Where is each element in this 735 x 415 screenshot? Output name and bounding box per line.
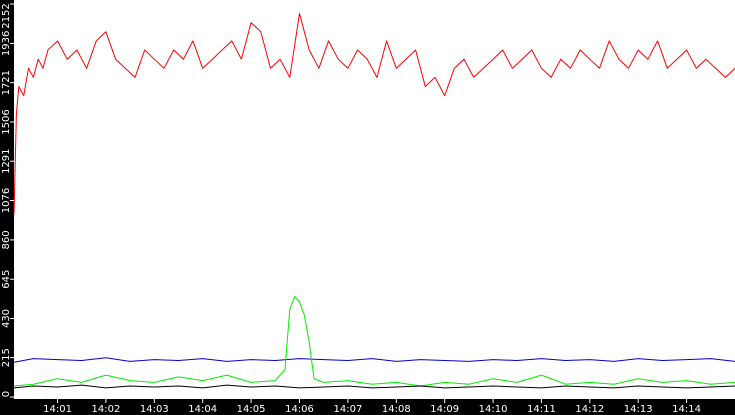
y-axis-ticks: 0 215 430 645 860 1076 1291 1506 1721 1936 2152 [1, 3, 14, 398]
x-tick-label-3: 14:04 [188, 404, 217, 415]
x-tick-label-6: 14:07 [333, 404, 362, 415]
y-tick-label-6: 1291 [1, 148, 12, 173]
y-tick-label-8: 1721 [1, 70, 12, 95]
y-tick-label-5: 1076 [1, 188, 12, 213]
series-line-4 [13, 384, 735, 389]
x-tick-label-10: 14:11 [527, 404, 556, 415]
x-tick-label-1: 14:02 [91, 404, 120, 415]
y-tick-label-10: 2152 [1, 3, 12, 28]
x-tick-label-8: 14:09 [430, 404, 459, 415]
y-axis-band [0, 0, 14, 415]
x-tick-label-4: 14:05 [237, 404, 266, 415]
x-tick-label-2: 14:03 [140, 404, 169, 415]
series-line-2 [13, 357, 735, 363]
y-tick-label-0: 0 [1, 391, 12, 397]
x-axis-band [0, 399, 735, 415]
x-tick-label-11: 14:12 [575, 404, 604, 415]
y-tick-label-1: 215 [1, 348, 12, 367]
x-tick-label-12: 14:13 [624, 404, 653, 415]
x-tick-label-7: 14:08 [382, 404, 411, 415]
y-tick-label-4: 860 [1, 230, 12, 249]
y-tick-label-2: 430 [1, 309, 12, 328]
x-tick-label-5: 14:06 [285, 404, 314, 415]
series-line-1 [13, 13, 735, 215]
y-tick-label-3: 645 [1, 270, 12, 289]
x-tick-label-13: 14:14 [672, 404, 701, 415]
x-axis-ticks: 14:01 14:02 14:03 14:04 14:05 14:06 14:07 14:08… [43, 399, 701, 415]
series-line-3 [13, 296, 735, 387]
series-layer [13, 13, 735, 389]
y-tick-label-9: 1936 [1, 31, 12, 56]
x-tick-label-9: 14:10 [479, 404, 508, 415]
x-tick-label-0: 14:01 [43, 404, 72, 415]
y-tick-label-7: 1506 [1, 109, 12, 134]
